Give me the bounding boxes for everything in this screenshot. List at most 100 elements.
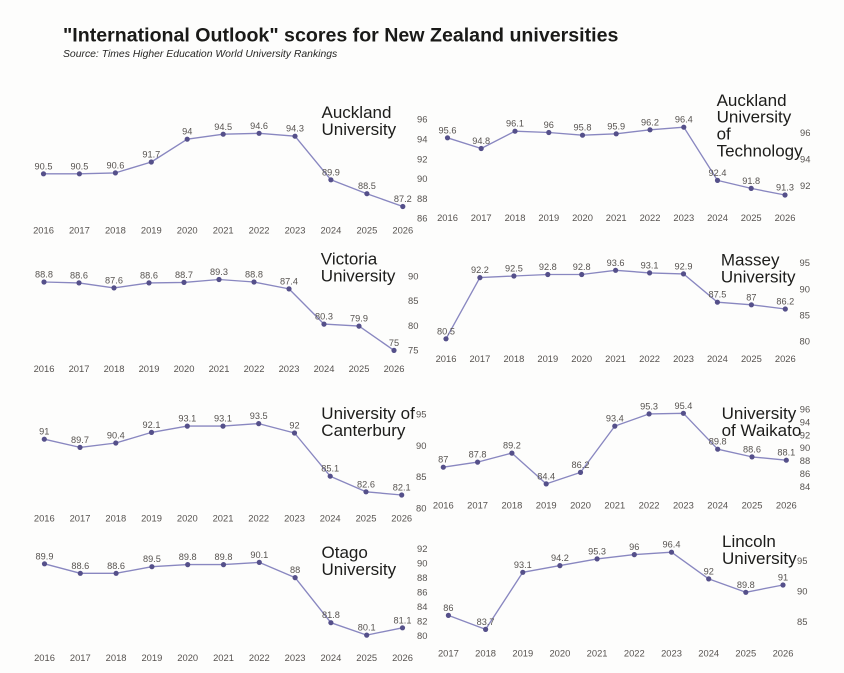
- svg-text:88.6: 88.6: [140, 270, 158, 280]
- svg-text:2021: 2021: [604, 499, 625, 510]
- svg-text:89.5: 89.5: [143, 554, 161, 564]
- svg-text:88: 88: [290, 565, 300, 575]
- svg-text:2017: 2017: [70, 652, 91, 663]
- svg-text:95.6: 95.6: [439, 125, 457, 135]
- svg-text:88.6: 88.6: [70, 270, 88, 280]
- svg-text:91.7: 91.7: [142, 150, 160, 160]
- svg-text:95: 95: [800, 257, 810, 268]
- svg-text:2019: 2019: [538, 212, 559, 223]
- svg-text:93.1: 93.1: [641, 260, 659, 270]
- svg-text:87.4: 87.4: [280, 276, 298, 286]
- svg-text:University: University: [722, 404, 797, 423]
- svg-text:2024: 2024: [320, 513, 341, 524]
- svg-text:2023: 2023: [279, 363, 300, 374]
- svg-text:95.3: 95.3: [588, 546, 606, 556]
- svg-text:93.1: 93.1: [214, 414, 232, 424]
- svg-text:2022: 2022: [640, 212, 661, 223]
- svg-text:92: 92: [417, 543, 427, 554]
- svg-text:2021: 2021: [587, 648, 608, 659]
- svg-text:2023: 2023: [285, 224, 306, 235]
- svg-text:2018: 2018: [104, 363, 125, 374]
- svg-text:88.1: 88.1: [777, 448, 795, 458]
- svg-text:90: 90: [800, 442, 810, 453]
- svg-text:Technology: Technology: [717, 142, 804, 161]
- svg-text:95.3: 95.3: [640, 401, 658, 411]
- svg-text:85.1: 85.1: [321, 464, 339, 474]
- svg-text:2025: 2025: [349, 363, 370, 374]
- svg-text:2019: 2019: [512, 648, 533, 659]
- svg-text:2024: 2024: [707, 499, 728, 510]
- svg-text:2020: 2020: [177, 513, 198, 524]
- svg-text:86: 86: [443, 603, 453, 613]
- svg-text:89.8: 89.8: [215, 552, 233, 562]
- svg-text:2020: 2020: [571, 353, 592, 364]
- svg-text:of: of: [717, 125, 731, 144]
- svg-text:91: 91: [39, 427, 49, 437]
- svg-text:87.2: 87.2: [394, 194, 412, 204]
- svg-text:86: 86: [417, 587, 427, 598]
- svg-text:91.3: 91.3: [776, 183, 794, 193]
- svg-text:2018: 2018: [105, 224, 126, 235]
- svg-text:75: 75: [408, 345, 418, 356]
- svg-text:89.9: 89.9: [322, 167, 340, 177]
- svg-text:80.5: 80.5: [437, 326, 455, 336]
- svg-text:90: 90: [417, 557, 427, 568]
- svg-text:94.6: 94.6: [250, 121, 268, 131]
- svg-text:80: 80: [800, 336, 810, 347]
- svg-text:88.7: 88.7: [175, 270, 193, 280]
- svg-text:2022: 2022: [248, 513, 269, 524]
- svg-text:86.2: 86.2: [776, 297, 794, 307]
- svg-text:2021: 2021: [213, 652, 234, 663]
- svg-text:90: 90: [797, 585, 807, 596]
- svg-text:94.3: 94.3: [286, 124, 304, 134]
- svg-text:82.1: 82.1: [393, 483, 411, 493]
- svg-text:90: 90: [417, 173, 427, 184]
- svg-text:93.1: 93.1: [178, 414, 196, 424]
- svg-text:2016: 2016: [33, 224, 54, 235]
- svg-text:86: 86: [417, 213, 427, 224]
- svg-text:Lincoln: Lincoln: [722, 532, 776, 551]
- svg-text:2021: 2021: [213, 513, 234, 524]
- svg-text:89.8: 89.8: [709, 437, 727, 447]
- svg-text:2024: 2024: [707, 353, 728, 364]
- svg-text:2026: 2026: [775, 353, 796, 364]
- svg-text:2018: 2018: [505, 212, 526, 223]
- svg-text:2016: 2016: [436, 353, 457, 364]
- svg-text:92.8: 92.8: [539, 262, 557, 272]
- svg-text:2026: 2026: [776, 499, 797, 510]
- svg-text:2018: 2018: [503, 353, 524, 364]
- svg-text:2025: 2025: [356, 513, 377, 524]
- svg-text:2016: 2016: [34, 652, 55, 663]
- svg-text:90.5: 90.5: [35, 161, 53, 171]
- svg-text:2025: 2025: [741, 212, 762, 223]
- svg-text:Source: Times Higher Education: Source: Times Higher Education World Uni…: [63, 49, 337, 60]
- svg-text:2018: 2018: [475, 648, 496, 659]
- svg-text:80: 80: [416, 502, 426, 513]
- svg-text:University: University: [322, 120, 397, 139]
- svg-text:80.3: 80.3: [315, 312, 333, 322]
- svg-text:Auckland: Auckland: [717, 91, 787, 110]
- svg-text:2021: 2021: [605, 353, 626, 364]
- svg-text:2026: 2026: [773, 648, 794, 659]
- svg-text:87: 87: [438, 455, 448, 465]
- svg-text:2016: 2016: [433, 499, 454, 510]
- svg-text:2023: 2023: [285, 652, 306, 663]
- svg-text:2017: 2017: [471, 212, 492, 223]
- svg-text:2026: 2026: [391, 513, 412, 524]
- svg-text:92: 92: [800, 180, 810, 191]
- svg-text:87.6: 87.6: [105, 275, 123, 285]
- svg-text:93.5: 93.5: [250, 411, 268, 421]
- svg-text:81.8: 81.8: [322, 610, 340, 620]
- svg-text:89.2: 89.2: [503, 441, 521, 451]
- svg-text:2023: 2023: [673, 212, 694, 223]
- svg-text:2026: 2026: [775, 212, 796, 223]
- svg-text:88.6: 88.6: [71, 561, 89, 571]
- svg-text:2019: 2019: [139, 363, 160, 374]
- svg-text:2023: 2023: [661, 648, 682, 659]
- svg-text:91: 91: [778, 573, 788, 583]
- svg-text:2025: 2025: [742, 499, 763, 510]
- svg-text:96.2: 96.2: [641, 117, 659, 127]
- svg-text:2020: 2020: [570, 499, 591, 510]
- svg-text:Otago: Otago: [322, 543, 368, 562]
- svg-text:2019: 2019: [141, 652, 162, 663]
